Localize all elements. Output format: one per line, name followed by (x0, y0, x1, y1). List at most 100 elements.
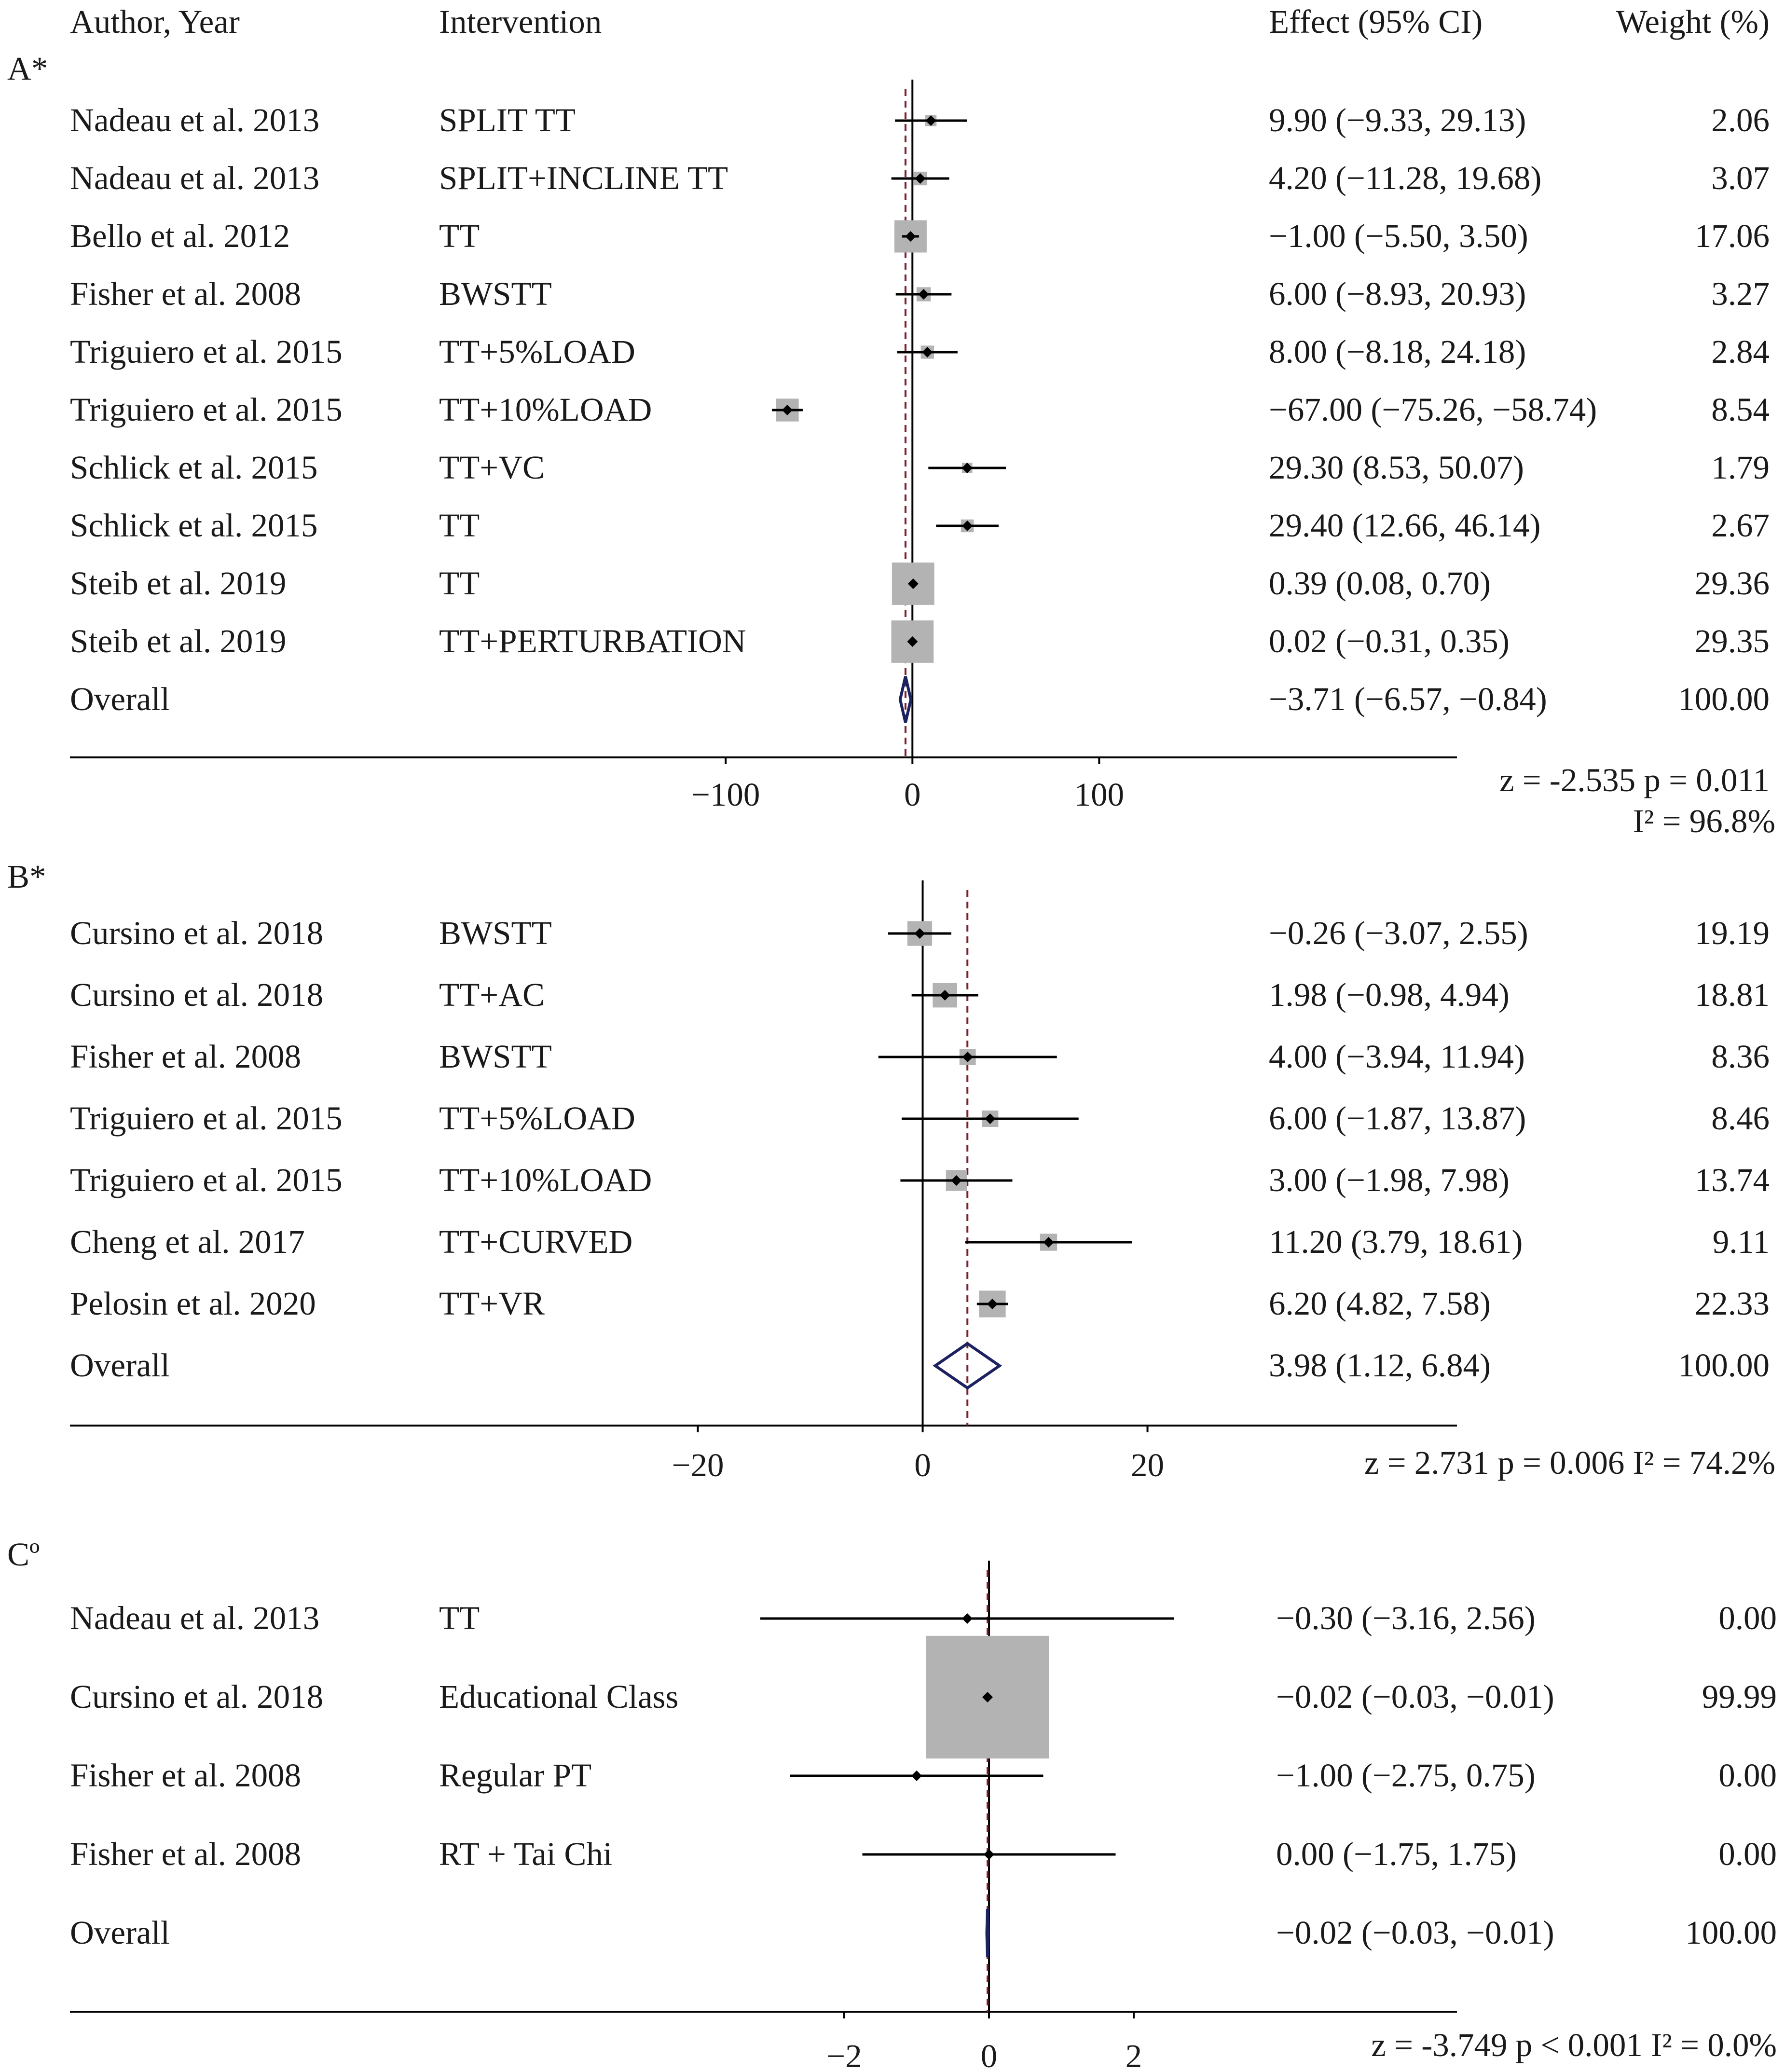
study-weight: 2.67 (1711, 507, 1770, 544)
study-effect-ci: −0.30 (−3.16, 2.56) (1276, 1600, 1536, 1636)
study-weight: 0.00 (1718, 1600, 1777, 1636)
study-author: Triguiero et al. 2015 (70, 1100, 343, 1137)
study-effect-ci: 1.98 (−0.98, 4.94) (1269, 976, 1510, 1013)
study-row: Fisher et al. 2008 BWSTT 6.00 (−8.93, 20.9… (70, 275, 1770, 312)
x-tick-label: −20 (672, 1447, 724, 1483)
heterogeneity-stats: z = 2.731 p = 0.006 I² = 74.2% (1364, 1444, 1775, 1481)
study-weight: 0.00 (1718, 1836, 1777, 1872)
study-effect-ci: −67.00 (−75.26, −58.74) (1269, 391, 1597, 428)
heterogeneity-stats: z = -2.535 p = 0.011 (1499, 762, 1770, 798)
x-tick-label: 0 (904, 776, 921, 813)
study-effect-ci: 0.00 (−1.75, 1.75) (1276, 1836, 1517, 1872)
x-tick-label: −100 (691, 776, 760, 813)
study-effect-ci: 29.30 (8.53, 50.07) (1269, 449, 1524, 486)
study-author: Fisher et al. 2008 (70, 1836, 301, 1872)
study-row: Fisher et al. 2008 RT + Tai Chi 0.00 (−1.7… (70, 1836, 1777, 1872)
study-effect-ci: 0.02 (−0.31, 0.35) (1269, 623, 1510, 659)
point-estimate-marker (961, 463, 973, 473)
study-effect-ci: 29.40 (12.66, 46.14) (1269, 507, 1540, 544)
point-estimate-marker (925, 115, 936, 126)
study-row: Cursino et al. 2018 BWSTT −0.26 (−3.07, 2.… (70, 915, 1770, 951)
study-intervention: TT (439, 218, 480, 254)
study-row: Schlick et al. 2015 TT+VC 29.30 (8.53, 50.… (70, 449, 1770, 486)
overall-weight: 100.00 (1678, 681, 1770, 717)
study-row: Triguiero et al. 2015 TT+10%LOAD −67.00 (−… (70, 391, 1770, 428)
point-estimate-marker (962, 521, 973, 531)
study-author: Cheng et al. 2017 (70, 1223, 305, 1260)
study-effect-ci: 3.00 (−1.98, 7.98) (1269, 1162, 1510, 1198)
study-row: Steib et al. 2019 TT 0.39 (0.08, 0.70) 29.3… (70, 563, 1770, 605)
study-effect-ci: 6.00 (−1.87, 13.87) (1269, 1100, 1526, 1137)
study-row: Cheng et al. 2017 TT+CURVED 11.20 (3.79, 1… (70, 1223, 1770, 1260)
study-author: Nadeau et al. 2013 (70, 102, 319, 138)
study-weight: 17.06 (1695, 218, 1770, 254)
study-weight: 3.27 (1711, 275, 1770, 312)
point-estimate-marker (985, 1113, 996, 1124)
study-effect-ci: −0.26 (−3.07, 2.55) (1269, 915, 1528, 951)
study-effect-ci: 9.90 (−9.33, 29.13) (1269, 102, 1526, 138)
study-weight: 8.54 (1711, 391, 1770, 428)
point-estimate-marker (984, 1849, 994, 1860)
point-estimate-marker (915, 173, 926, 184)
overall-label: Overall (70, 1914, 170, 1951)
study-row: Bello et al. 2012 TT −1.00 (−5.50, 3.50) 17… (70, 218, 1770, 254)
study-author: Cursino et al. 2018 (70, 976, 323, 1013)
point-estimate-marker (905, 231, 916, 242)
study-intervention: BWSTT (439, 275, 552, 312)
study-author: Schlick et al. 2015 (70, 507, 318, 544)
study-intervention: TT+10%LOAD (439, 1162, 652, 1198)
overall-label: Overall (70, 681, 170, 717)
study-intervention: TT (439, 507, 480, 544)
point-estimate-marker (962, 1052, 973, 1062)
study-intervention: TT+10%LOAD (439, 391, 652, 428)
overall-row: Overall −0.02 (−0.03, −0.01) 100.00 (70, 1908, 1777, 1958)
study-row: Pelosin et al. 2020 TT+VR 6.20 (4.82, 7.58… (70, 1285, 1770, 1322)
panel-label: Cº (7, 1536, 40, 1573)
study-intervention: TT+VC (439, 449, 545, 486)
overall-weight: 100.00 (1685, 1914, 1777, 1951)
study-intervention: TT (439, 1600, 480, 1636)
study-effect-ci: 0.39 (0.08, 0.70) (1269, 565, 1491, 602)
study-weight: 0.00 (1718, 1757, 1777, 1794)
study-weight: 2.06 (1711, 102, 1770, 138)
study-author: Fisher et al. 2008 (70, 1757, 301, 1794)
overall-label: Overall (70, 1347, 170, 1384)
overall-diamond (898, 676, 913, 723)
point-estimate-marker (914, 928, 925, 939)
study-effect-ci: 8.00 (−8.18, 24.18) (1269, 333, 1526, 370)
study-weight: 8.36 (1711, 1038, 1770, 1075)
header-weight: Weight (%) (1616, 3, 1770, 40)
point-estimate-marker (951, 1175, 962, 1186)
study-intervention: Educational Class (439, 1678, 678, 1715)
study-author: Triguiero et al. 2015 (70, 391, 343, 428)
study-row: Nadeau et al. 2013 SPLIT+INCLINE TT 4.20 (… (70, 160, 1770, 196)
point-estimate-marker (987, 1299, 998, 1309)
header-row: Author, Year Intervention Effect (95% CI… (70, 3, 1770, 40)
x-tick-label: 100 (1074, 776, 1125, 813)
point-estimate-marker (907, 636, 918, 647)
study-intervention: BWSTT (439, 915, 552, 951)
header-author: Author, Year (70, 3, 240, 40)
study-effect-ci: 4.20 (−11.28, 19.68) (1269, 160, 1541, 196)
overall-effect-ci: −3.71 (−6.57, −0.84) (1269, 681, 1547, 717)
study-weight: 2.84 (1711, 333, 1770, 370)
study-row: Triguiero et al. 2015 TT+5%LOAD 6.00 (−1.8… (70, 1100, 1770, 1137)
overall-effect-ci: −0.02 (−0.03, −0.01) (1276, 1914, 1554, 1951)
study-weight: 29.35 (1695, 623, 1770, 659)
heterogeneity-stats: z = -3.749 p < 0.001 I² = 0.0% (1371, 2027, 1777, 2063)
overall-row: Overall −3.71 (−6.57, −0.84) 100.00 (70, 676, 1770, 723)
overall-diamond (985, 1908, 990, 1958)
point-estimate-marker (907, 578, 919, 589)
study-row: Fisher et al. 2008 BWSTT 4.00 (−3.94, 11.9… (70, 1038, 1770, 1075)
study-author: Nadeau et al. 2013 (70, 1600, 319, 1636)
study-row: Nadeau et al. 2013 SPLIT TT 9.90 (−9.33, 2… (70, 102, 1770, 138)
study-effect-ci: −0.02 (−0.03, −0.01) (1276, 1678, 1554, 1715)
study-weight: 1.79 (1711, 449, 1770, 486)
study-weight: 19.19 (1695, 915, 1770, 951)
x-tick-label: 20 (1131, 1447, 1164, 1483)
study-weight: 99.99 (1702, 1678, 1777, 1715)
study-intervention: SPLIT+INCLINE TT (439, 160, 728, 196)
study-weight: 8.46 (1711, 1100, 1770, 1137)
study-author: Steib et al. 2019 (70, 623, 286, 659)
study-effect-ci: 11.20 (3.79, 18.61) (1269, 1223, 1523, 1260)
